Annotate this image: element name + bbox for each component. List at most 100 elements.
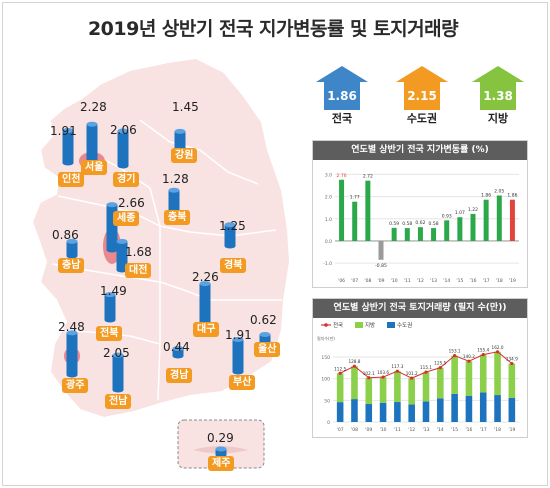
data-label: 140.2 xyxy=(463,354,475,359)
data-label: 153.1 xyxy=(449,349,461,354)
data-label: 155.4 xyxy=(477,348,489,353)
x-tick-label: '14 xyxy=(437,427,444,433)
region-value: 2.28 xyxy=(80,100,107,114)
bar-capital xyxy=(394,402,401,422)
x-tick-label: '06 xyxy=(338,278,345,284)
y-tick-label: 0 xyxy=(327,420,330,426)
x-tick-label: '13 xyxy=(423,427,430,433)
page-title: 2019년 상반기 전국 지가변동률 및 토지거래량 xyxy=(87,18,459,40)
y-tick-label: 0.0 xyxy=(325,239,332,245)
data-label: 1.86 xyxy=(481,193,491,199)
region-bar xyxy=(66,238,78,259)
point-national xyxy=(395,369,399,373)
up-arrow-icon xyxy=(396,66,448,110)
region-badge: 충북 xyxy=(164,210,191,225)
data-label: 0.58 xyxy=(429,221,439,227)
point-national xyxy=(495,350,500,354)
data-label: -0.85 xyxy=(375,263,387,269)
summary-label: 수도권 xyxy=(406,112,438,125)
bar-local xyxy=(365,377,373,405)
data-label: 117.3 xyxy=(391,364,403,369)
region-bar xyxy=(112,352,124,393)
bar xyxy=(496,195,502,241)
x-tick-label: '19 xyxy=(509,278,516,284)
region-value: 0.62 xyxy=(250,313,277,327)
region-value: 2.26 xyxy=(192,270,219,284)
region-badge: 충남 xyxy=(58,258,85,273)
data-label: 101.2 xyxy=(406,371,418,376)
x-tick-label: '07 xyxy=(351,278,358,284)
data-label: 125.5 xyxy=(434,361,446,366)
up-arrow-icon xyxy=(316,66,368,110)
summary-label: 전국 xyxy=(331,112,353,125)
region-bar xyxy=(172,346,184,359)
point-national xyxy=(424,370,428,374)
bar-capital xyxy=(494,395,501,422)
legend-swatch xyxy=(387,322,395,328)
bar xyxy=(352,201,358,241)
region-value: 2.05 xyxy=(103,346,130,360)
x-tick-label: '11 xyxy=(404,278,411,284)
region-bar xyxy=(224,222,236,249)
data-label: 112.5 xyxy=(334,366,346,371)
region-value: 1.91 xyxy=(225,328,252,342)
bar xyxy=(470,213,476,241)
x-tick-label: '17 xyxy=(480,427,487,433)
bar-local xyxy=(422,372,430,402)
x-tick-label: '12 xyxy=(408,427,415,433)
summary-label: 지방 xyxy=(487,112,509,125)
bar-capital xyxy=(437,398,444,422)
region-badge: 대전 xyxy=(125,263,152,278)
bar-capital xyxy=(479,392,487,422)
x-tick-label: '08 xyxy=(364,278,371,284)
data-label: 0.58 xyxy=(402,221,412,227)
region-value: 1.45 xyxy=(172,100,199,114)
bar-local xyxy=(465,361,473,396)
bar-capital xyxy=(451,393,458,422)
region-value: 2.06 xyxy=(110,123,137,137)
x-tick-label: '10 xyxy=(391,278,398,284)
data-label: 103.6 xyxy=(377,370,389,375)
bar-local xyxy=(408,378,415,405)
point-national xyxy=(338,371,342,375)
y-tick-label: 50 xyxy=(324,398,330,404)
bar-local xyxy=(479,354,487,393)
data-label: 0.62 xyxy=(415,220,425,226)
bar xyxy=(404,228,410,241)
legend-label: 전국 xyxy=(333,321,343,329)
bar-local xyxy=(508,363,516,398)
x-tick-label: '14 xyxy=(443,278,450,284)
region-bar xyxy=(86,121,98,166)
data-label: 102.1 xyxy=(363,371,375,376)
region-badge: 서울 xyxy=(81,160,108,175)
bar xyxy=(444,220,450,241)
bar xyxy=(391,227,397,241)
bar-capital xyxy=(465,395,473,422)
land-transaction-panel: 연도별 상반기 전국 토지거래량 (필지 수(만)) 전국 지방 수도권 필지수(만)… xyxy=(312,298,528,438)
region-badge: 경남 xyxy=(166,368,193,383)
region-value: 1.49 xyxy=(100,284,127,298)
data-label: 115.1 xyxy=(420,365,432,370)
region-bar xyxy=(104,292,116,323)
land-price-change-panel: 연도별 상반기 전국 지가변동률 (%) 3.0 2.0 1.0 0.0 -1.0 2.7… xyxy=(312,140,528,288)
region-value: 1.91 xyxy=(50,124,77,138)
summary-value: 2.15 xyxy=(407,89,437,103)
region-bar-layer xyxy=(62,121,271,458)
region-badge: 울산 xyxy=(254,342,281,357)
region-badge: 전남 xyxy=(105,394,132,409)
region-badge: 강원 xyxy=(171,148,198,163)
region-bar xyxy=(106,202,118,253)
up-arrow-icon xyxy=(472,66,524,110)
bar-capital xyxy=(351,399,358,422)
point-national xyxy=(438,366,442,370)
x-tick-label: '15 xyxy=(451,427,458,433)
y-tick-label: -1.0 xyxy=(323,261,332,267)
x-tick-label: '09 xyxy=(378,278,385,284)
summary-value: 1.38 xyxy=(483,89,513,103)
region-badge: 대구 xyxy=(193,322,220,337)
region-badge: 광주 xyxy=(62,378,89,393)
bar-capital xyxy=(508,397,516,422)
data-label: 134.9 xyxy=(506,357,518,362)
chart-title: 연도별 상반기 전국 토지거래량 (필지 수(만)) xyxy=(313,299,527,318)
